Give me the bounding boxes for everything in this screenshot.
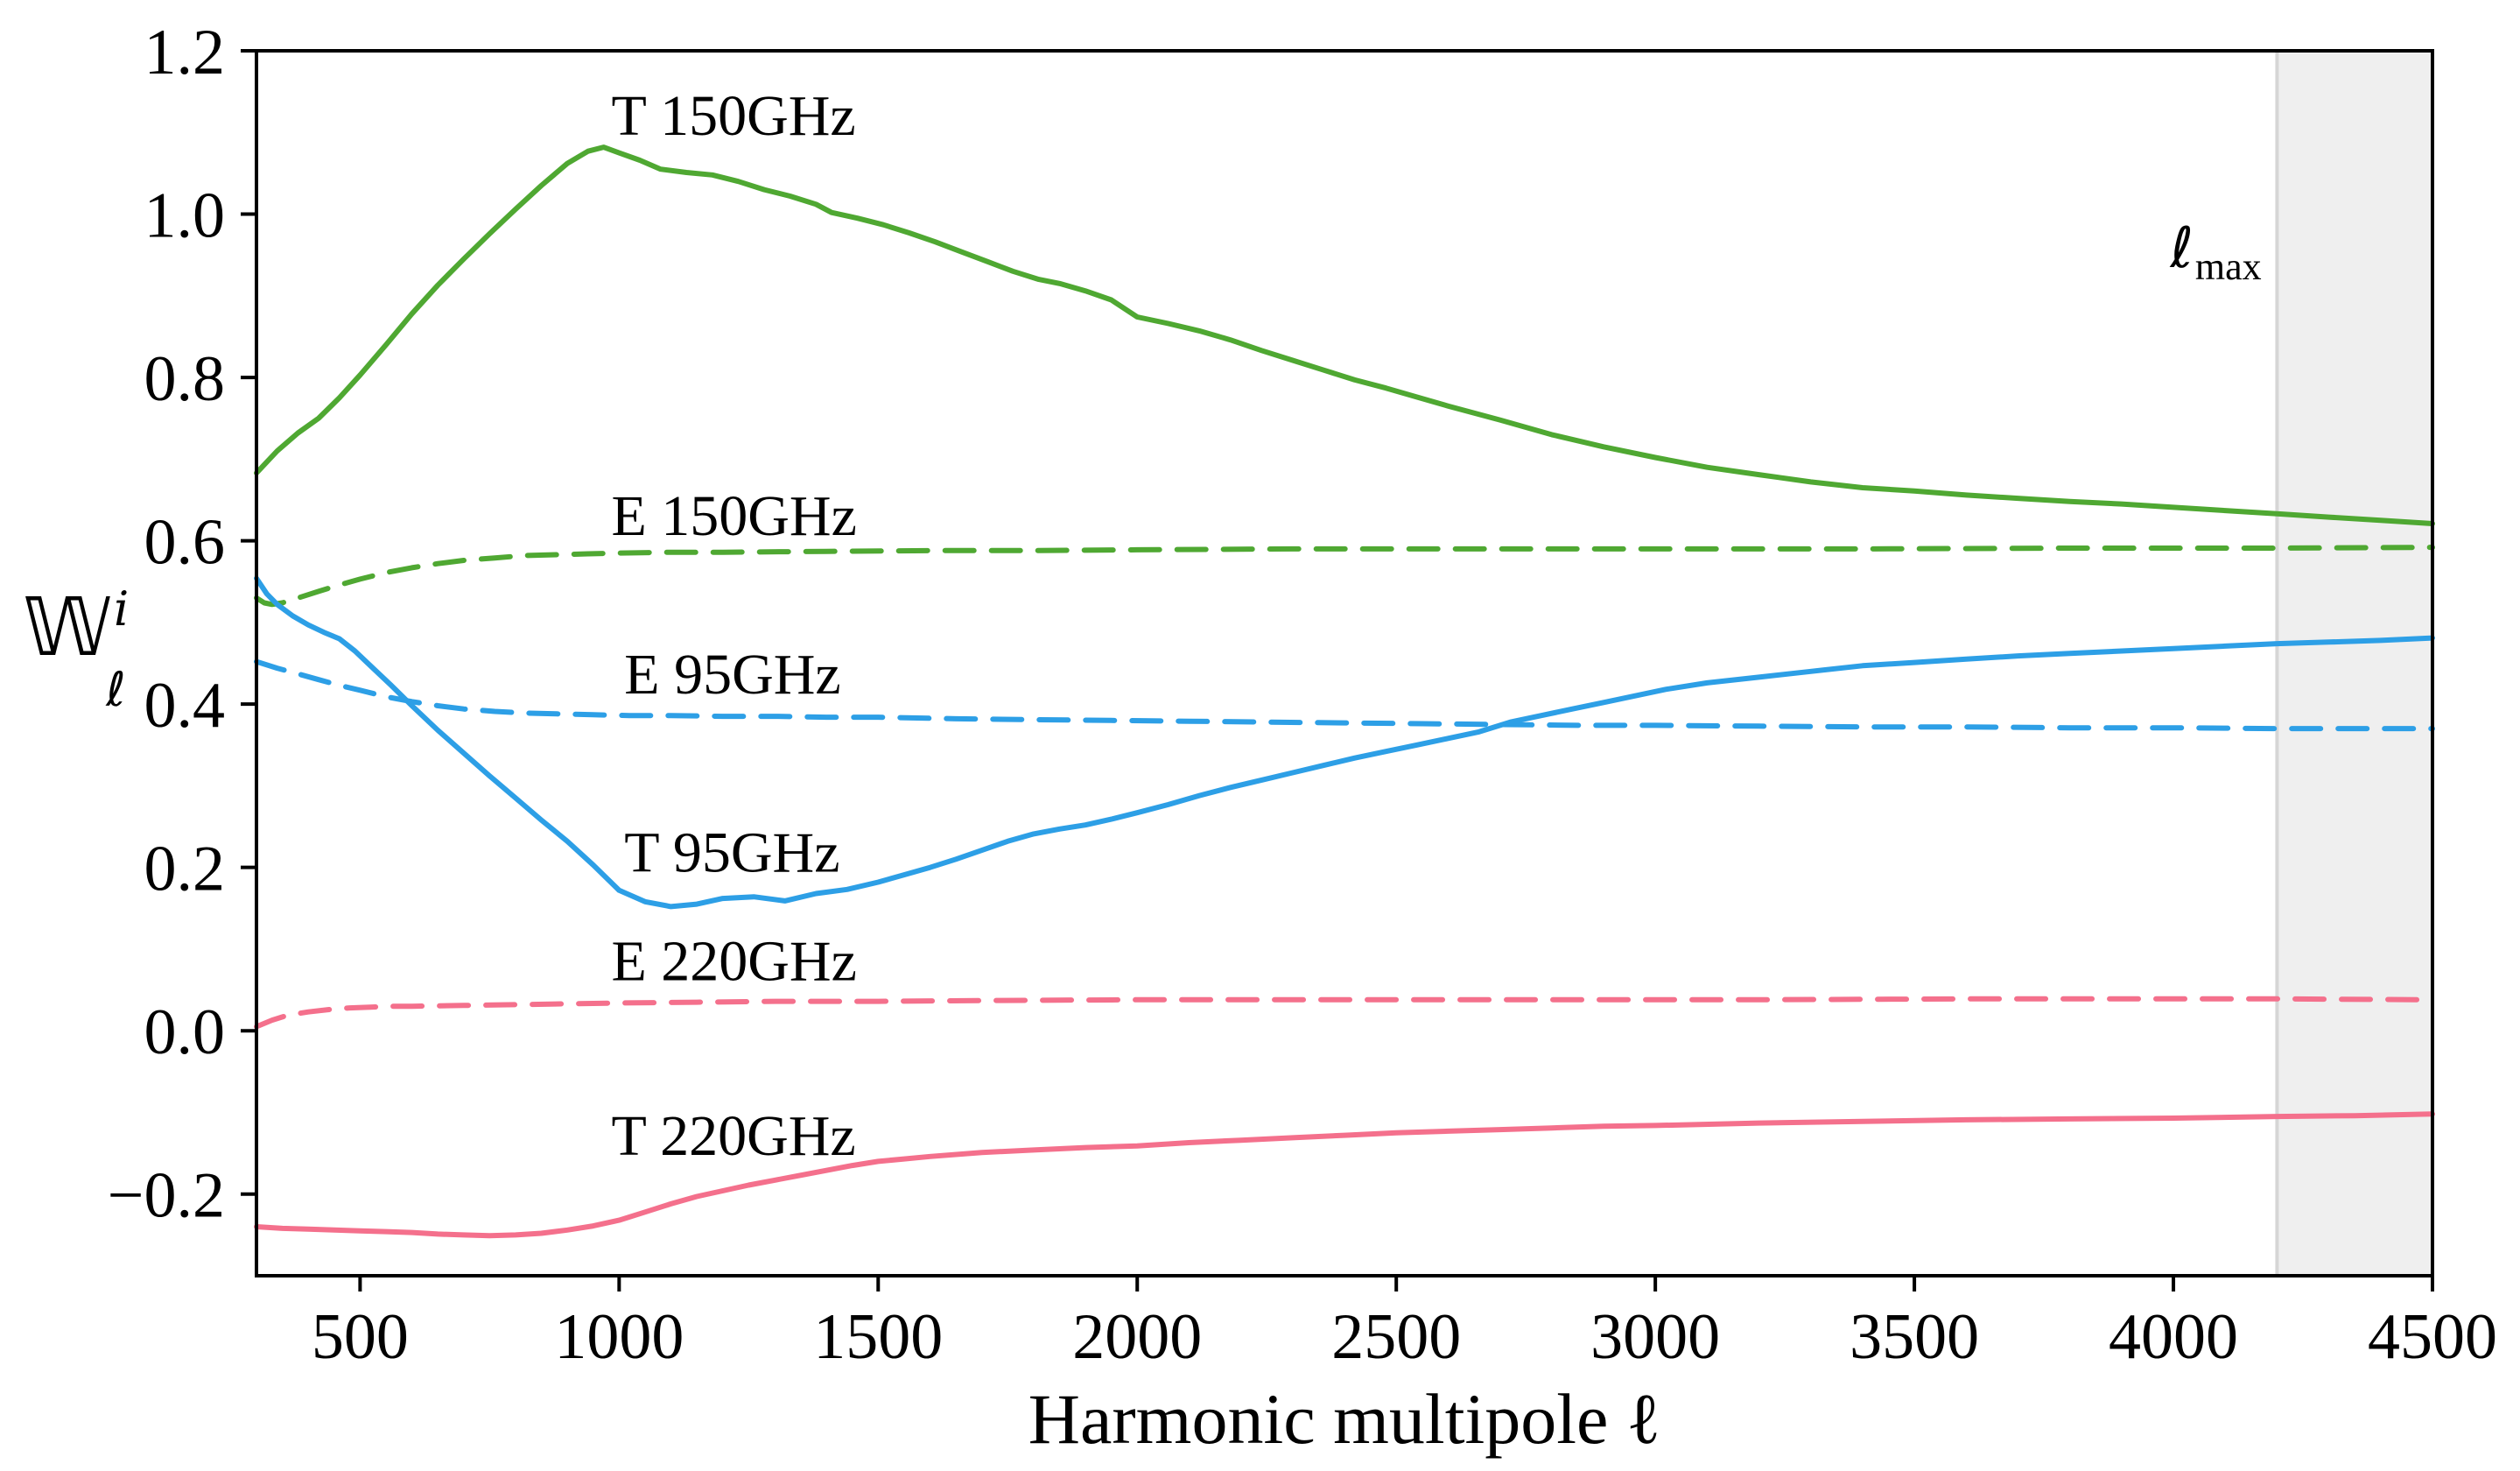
y-tick-label-0.8: 0.8	[144, 343, 226, 415]
x-tick-label-2000: 2000	[1072, 1301, 1202, 1373]
y-tick-label-1.2: 1.2	[144, 17, 226, 88]
y-tick-label-−0.2: −0.2	[108, 1160, 225, 1232]
y-axis-title-main: 𝕎	[23, 581, 112, 674]
x-tick-label-1500: 1500	[813, 1301, 943, 1373]
y-tick-label-0.6: 0.6	[144, 507, 226, 579]
x-tick-label-2500: 2500	[1331, 1301, 1461, 1373]
series-label-E-220GHz: E 220GHz	[611, 929, 856, 993]
y-axis-title-subscript: ℓ	[105, 662, 125, 717]
series-labels-group: T 150GHz E 150GHz E 95GHz T 95GHz E 220GHz T …	[611, 84, 856, 1168]
series-line-E-150GHz	[254, 545, 2435, 608]
lmax-shaded-region-group	[2275, 51, 2432, 1276]
series-line-E-95GHz	[254, 658, 2435, 732]
series-line-E-220GHz	[254, 996, 2435, 1030]
x-tick-label-1000: 1000	[554, 1301, 684, 1373]
y-axis-title: 𝕎i ℓ	[23, 581, 129, 717]
lmax-annotation-ell: ℓ	[2169, 216, 2193, 281]
series-line-T-150GHz	[254, 144, 2435, 526]
y-tick-label-0.2: 0.2	[144, 834, 226, 905]
x-tick-label-4000: 4000	[2109, 1301, 2238, 1373]
series-label-T-220GHz: T 220GHz	[611, 1104, 855, 1168]
x-tick-label-3500: 3500	[1850, 1301, 1979, 1373]
y-tick-label-1.0: 1.0	[144, 180, 226, 252]
series-label-T-150GHz: T 150GHz	[611, 84, 855, 148]
series-line-T-95GHz	[254, 575, 2435, 910]
x-tick-label-500: 500	[312, 1301, 409, 1373]
x-tick-label-4500: 4500	[2368, 1301, 2497, 1373]
y-axis-title-superscript: i	[114, 581, 129, 637]
x-tick-label-3000: 3000	[1590, 1301, 1720, 1373]
tick-marks-group	[241, 49, 2434, 1292]
axis-titles-group: Harmonic multipole ℓ 𝕎i ℓ ℓmax	[23, 216, 2262, 1459]
series-line-T-220GHz	[254, 1111, 2435, 1239]
series-label-E-150GHz: E 150GHz	[611, 484, 856, 548]
tick-labels-group: 500 1000 1500 2000 2500 3000 3500 4000 4500 −0.2 0…	[108, 17, 2497, 1373]
lmax-annotation: ℓmax	[2169, 216, 2261, 288]
axes-frame	[255, 49, 2434, 1277]
data-series-group	[254, 144, 2435, 1239]
axes-frame-group	[255, 49, 2434, 1277]
y-tick-label-0.0: 0.0	[144, 996, 226, 1068]
series-label-E-95GHz: E 95GHz	[624, 643, 840, 707]
lmax-annotation-sub: max	[2195, 245, 2262, 288]
x-axis-title: Harmonic multipole ℓ	[1028, 1379, 1660, 1459]
series-label-T-95GHz: T 95GHz	[624, 820, 839, 884]
lmax-shaded-band	[2277, 51, 2432, 1276]
y-tick-label-0.4: 0.4	[144, 670, 226, 742]
